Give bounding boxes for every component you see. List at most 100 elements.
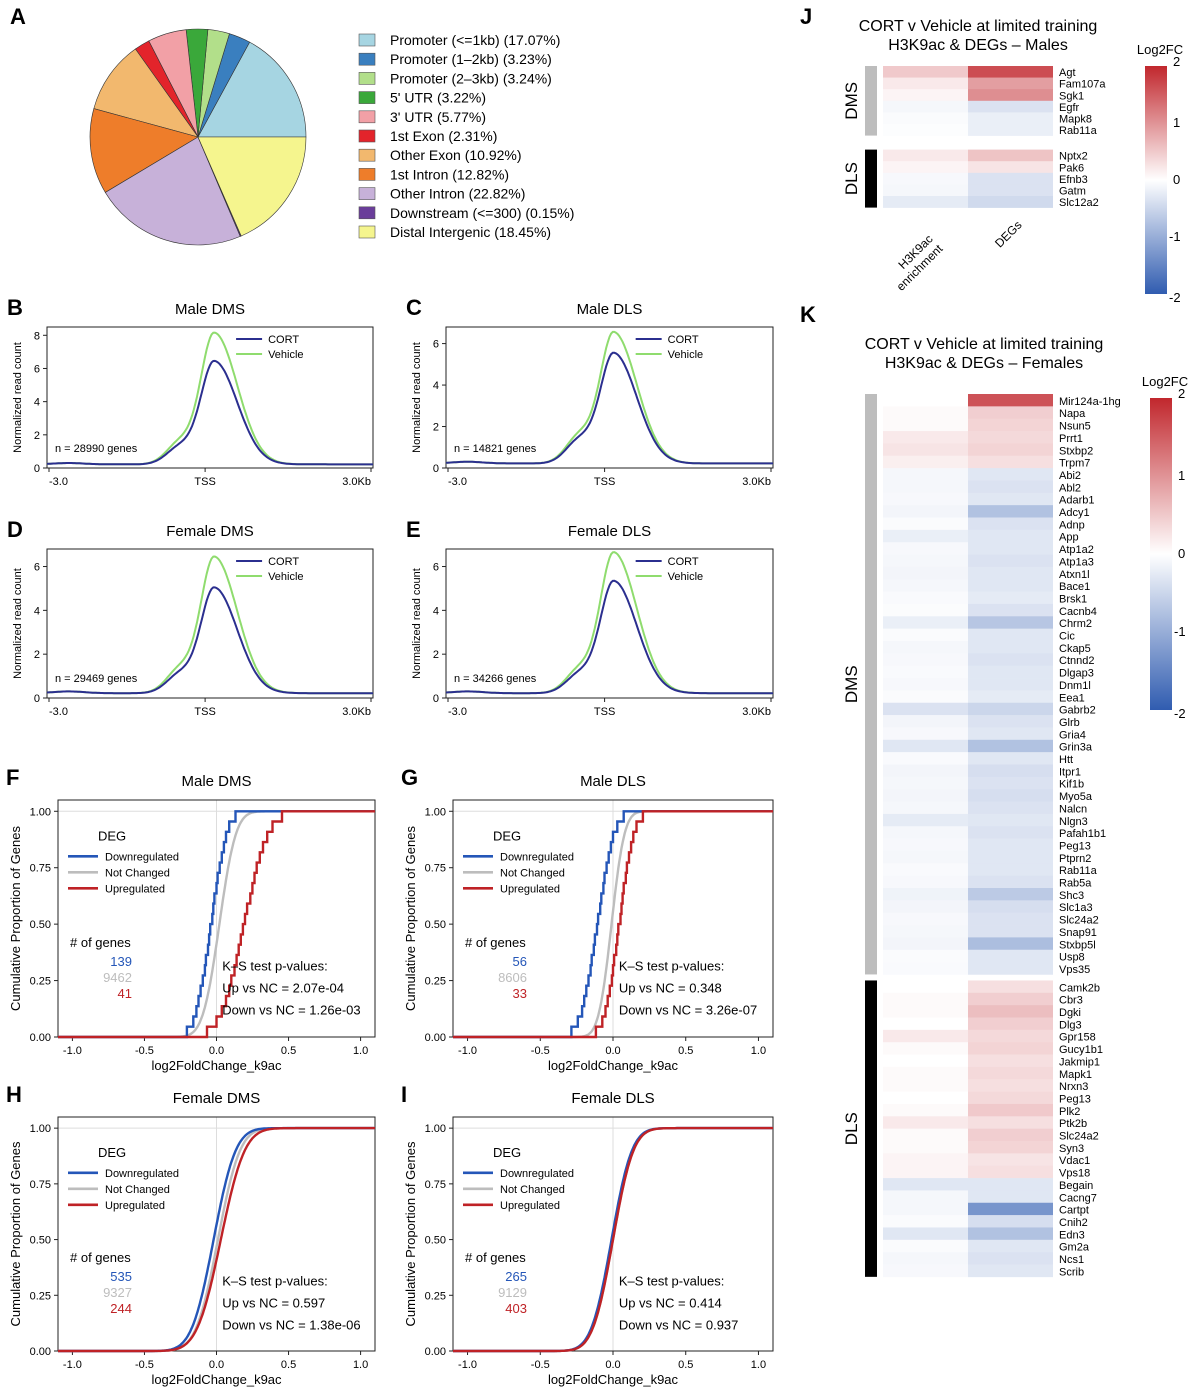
x-tick-label: 3.0Kb <box>742 476 771 488</box>
x-tick-label: -1.0 <box>63 1045 82 1057</box>
legend-label: Downregulated <box>105 1168 179 1180</box>
chart-title: Male DLS <box>580 773 646 790</box>
legend-swatch <box>358 52 376 66</box>
x-tick-label: TSS <box>594 476 615 488</box>
gene-label: Mapk8 <box>1059 114 1092 126</box>
heat-cell <box>968 1178 1053 1191</box>
legend-title: DEG <box>98 1145 126 1160</box>
heat-cell <box>883 1042 968 1055</box>
gene-label: Agt <box>1059 67 1076 79</box>
panel-k: K CORT v Vehicle at limited training H3K9a… <box>800 302 1188 1278</box>
heat-cell <box>968 1091 1053 1105</box>
x-tick-label: 0.5 <box>281 1045 296 1057</box>
gene-label: Adnp <box>1059 519 1085 531</box>
heat-cell <box>883 1215 968 1228</box>
legend-label: 5' UTR (3.22%) <box>390 90 486 106</box>
heat-cell <box>968 196 1053 208</box>
heat-cell <box>883 1153 968 1166</box>
heat-cell <box>968 480 1053 494</box>
gene-label: Abi2 <box>1059 470 1081 482</box>
cort-line <box>46 586 373 695</box>
colorbar <box>1150 398 1172 710</box>
legend-label: 1st Intron (12.82%) <box>390 166 509 182</box>
legend-label: Upregulated <box>105 1200 165 1212</box>
heat-cell <box>883 1252 968 1265</box>
heat-cell <box>883 992 968 1006</box>
ks-down-value: Down vs NC = 0.937 <box>619 1317 739 1332</box>
heat-cell <box>968 1042 1053 1055</box>
x-tick-label: 0.5 <box>678 1045 693 1057</box>
legend-vehicle-label: Vehicle <box>668 571 703 583</box>
y-tick-label: 0.25 <box>30 976 51 988</box>
ks-up-value: Up vs NC = 2.07e-04 <box>222 981 344 996</box>
gene-label: Peg13 <box>1059 1093 1091 1105</box>
y-tick-label: 1.00 <box>30 1123 51 1135</box>
heat-cell <box>968 764 1053 778</box>
pie-slice <box>197 136 307 237</box>
heat-cell <box>883 764 968 778</box>
x-tick-label: -3.0 <box>49 706 68 718</box>
y-tick-label: 0 <box>433 463 439 475</box>
x-tick-label: 3.0Kb <box>742 706 771 718</box>
heat-cell <box>968 992 1053 1006</box>
gene-label: Ptk2b <box>1059 1118 1087 1130</box>
y-tick-label: 8 <box>34 330 40 342</box>
plot-frame <box>46 326 374 469</box>
heat-cell <box>883 77 968 90</box>
x-tick-label: 3.0Kb <box>342 706 371 718</box>
cort-line <box>445 579 773 695</box>
heat-cell <box>883 1091 968 1105</box>
count-value: 139 <box>110 954 132 969</box>
legend-label: Promoter (<=1kb) (17.07%) <box>390 32 560 48</box>
x-tick-label: -0.5 <box>531 1359 550 1371</box>
colorbar-tick-label: 0 <box>1178 546 1185 561</box>
series-line-upregulated <box>453 1126 773 1353</box>
x-tick-label: 1.0 <box>751 1359 766 1371</box>
heat-cell <box>968 1165 1053 1179</box>
x-tick-label: TSS <box>194 476 215 488</box>
heat-cell <box>883 492 968 506</box>
panel-h: H Female DMS 0.00 0.25 0.50 0.75 1.00 -1.0 -0.5 0… <box>6 1082 376 1387</box>
heat-cell <box>883 1227 968 1241</box>
gene-label: Shc3 <box>1059 890 1084 902</box>
x-tick-label: 0.0 <box>605 1359 620 1371</box>
count-value: 9327 <box>103 1285 132 1300</box>
x-tick-label: 1.0 <box>751 1045 766 1057</box>
gene-label: Napa <box>1059 408 1086 420</box>
heat-cell <box>968 1215 1053 1228</box>
heat-cell <box>968 603 1053 617</box>
heat-cell <box>968 752 1053 765</box>
panel-label: G <box>401 765 418 790</box>
panel-label: D <box>7 517 23 542</box>
x-tick-label: -3.0 <box>448 706 467 718</box>
gene-label: Usp8 <box>1059 952 1085 964</box>
gene-label: Gucy1b1 <box>1059 1044 1103 1056</box>
gene-label: Slc12a2 <box>1059 197 1099 209</box>
x-tick-label: -1.0 <box>63 1359 82 1371</box>
y-tick-label: 0.50 <box>30 1235 51 1247</box>
heat-cell <box>883 529 968 543</box>
gene-label: Nrxn3 <box>1059 1081 1088 1093</box>
heat-cell <box>883 801 968 815</box>
heat-cell <box>968 912 1053 926</box>
ks-up-value: Up vs NC = 0.414 <box>619 1295 722 1310</box>
count-value: 9462 <box>103 970 132 985</box>
series-line-upregulated <box>453 810 773 1039</box>
heat-cell <box>883 394 968 407</box>
counts-title: # of genes <box>70 935 131 950</box>
gene-label: Slc24a2 <box>1059 915 1099 927</box>
gene-label: Efnb3 <box>1059 174 1088 186</box>
heat-cell <box>883 505 968 518</box>
gene-label: Adcy1 <box>1059 507 1090 519</box>
heat-cell <box>883 566 968 580</box>
gene-label: Myo5a <box>1059 791 1093 803</box>
heat-cell <box>968 1103 1053 1117</box>
heat-cell <box>883 161 968 174</box>
x-tick-label: -0.5 <box>135 1045 154 1057</box>
y-tick-label: 1.00 <box>425 806 446 818</box>
gene-label: Mapk1 <box>1059 1069 1092 1081</box>
legend-label: Promoter (2–3kb) (3.24%) <box>390 70 552 86</box>
gene-label: Snap91 <box>1059 927 1097 939</box>
x-tick-label: 1.0 <box>353 1359 368 1371</box>
counts-title: # of genes <box>465 1250 526 1265</box>
